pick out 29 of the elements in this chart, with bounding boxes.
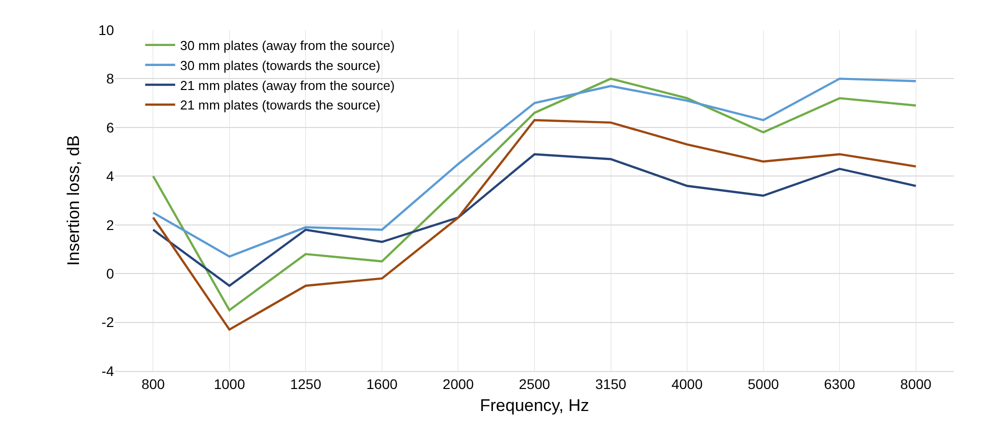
x-tick-label: 6300: [824, 376, 856, 392]
x-axis-title: Frequency, Hz: [480, 396, 590, 416]
x-tick-label: 4000: [671, 376, 703, 392]
legend-label: 21 mm plates (towards the source): [180, 98, 380, 113]
line-series: [152, 78, 917, 312]
y-tick-label: 2: [106, 216, 114, 233]
x-tick-label: 3150: [595, 376, 627, 392]
y-axis-title: Insertion loss, dB: [64, 135, 83, 266]
y-tick-label: 0: [106, 265, 114, 282]
y-tick-label: -2: [102, 314, 114, 330]
x-tick-label: 8000: [900, 376, 932, 392]
line-series: [152, 78, 917, 258]
y-tick-label: -4: [102, 362, 114, 379]
x-tick-label: 5000: [748, 376, 780, 392]
x-tick-label: 1000: [214, 376, 246, 392]
y-tick-label: 6: [106, 119, 114, 136]
legend-label: 30 mm plates (towards the source): [180, 58, 380, 73]
x-tick-label: 1250: [290, 376, 322, 392]
y-tick-label: 4: [106, 168, 114, 184]
line-series: [152, 119, 917, 331]
x-tick-label: 1600: [366, 376, 398, 392]
line-series: [152, 153, 917, 287]
x-tick-label: 2000: [442, 376, 474, 392]
legend-label: 21 mm plates (away from the source): [180, 78, 395, 93]
x-tick-label: 800: [141, 376, 166, 392]
legend-label: 30 mm plates (away from the source): [180, 38, 395, 54]
y-tick-label: 10: [98, 22, 114, 38]
x-tick-label: 2500: [518, 376, 550, 392]
y-tick-label: 8: [106, 70, 114, 87]
